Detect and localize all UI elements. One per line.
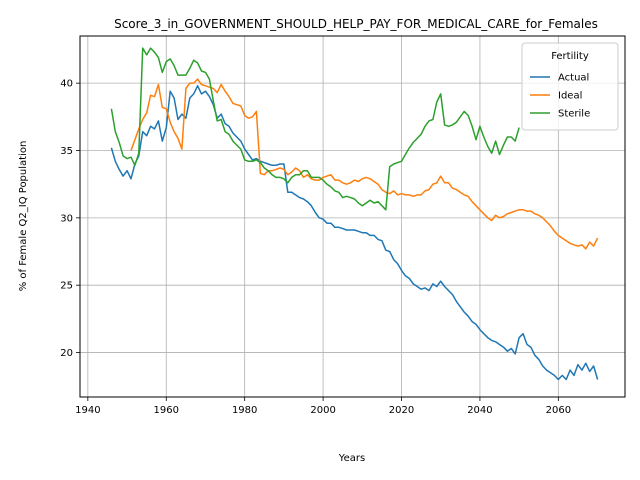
legend: Fertility Actual Ideal Sterile <box>521 42 619 131</box>
legend-label-actual: Actual <box>558 73 589 84</box>
y-tick-label: 30 <box>60 213 73 224</box>
x-tick-label: 2060 <box>546 405 571 416</box>
legend-title: Fertility <box>551 51 589 62</box>
x-tick-label: 2040 <box>467 405 492 416</box>
x-axis-ticks: 1940 1960 1980 2000 2020 2040 2060 <box>75 397 571 416</box>
y-axis-label: % of Female Q2_IQ Population <box>18 141 29 292</box>
legend-label-ideal: Ideal <box>558 91 582 102</box>
y-tick-label: 40 <box>60 79 73 90</box>
y-tick-label: 25 <box>60 281 73 292</box>
y-axis-ticks: 20 25 30 35 40 <box>60 79 80 359</box>
series-layer <box>110 47 599 381</box>
legend-label-sterile: Sterile <box>558 109 590 120</box>
chart-title: Score_3_in_GOVERNMENT_SHOULD_HELP_PAY_FO… <box>114 17 598 31</box>
x-tick-label: 1980 <box>232 405 257 416</box>
plot-frame <box>79 35 626 398</box>
y-tick-label: 20 <box>60 348 73 359</box>
x-axis-label: Years <box>338 453 365 464</box>
series-line-actual <box>110 85 599 381</box>
x-tick-label: 2000 <box>310 405 335 416</box>
x-tick-label: 2020 <box>389 405 414 416</box>
grid-lines <box>80 36 625 397</box>
series-line-ideal <box>130 78 599 250</box>
series-line-sterile <box>110 47 520 211</box>
y-tick-label: 35 <box>60 146 73 157</box>
legend-box <box>521 42 619 131</box>
x-tick-label: 1940 <box>75 405 100 416</box>
x-tick-label: 1960 <box>154 405 179 416</box>
